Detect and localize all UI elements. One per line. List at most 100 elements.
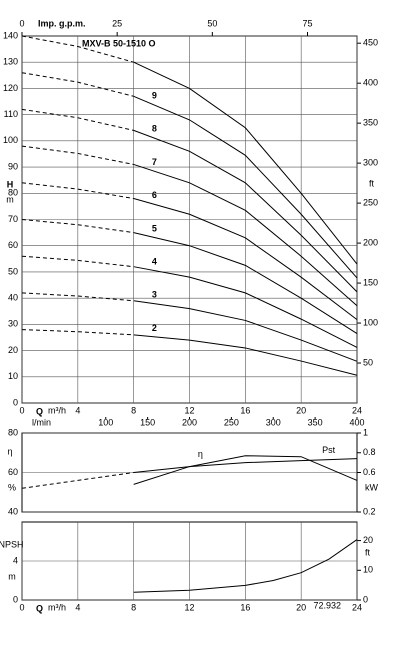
y2-axis-unit: ft (365, 547, 371, 557)
x-tick-label: 16 (240, 405, 250, 415)
series-label: 8 (152, 124, 157, 134)
series-label: 3 (152, 290, 157, 300)
y-tick-label: 0 (13, 594, 18, 604)
x-axis-label: Q (36, 406, 43, 416)
y-axis-label: NPSH (0, 539, 24, 549)
y2-tick-label: 0.2 (363, 506, 376, 516)
y-axis-unit: m (6, 194, 14, 204)
x3-tick-label: 350 (308, 417, 323, 427)
y2-tick-label: 20 (363, 535, 373, 545)
y-tick-label: 40 (8, 506, 18, 516)
y-tick-label: 120 (3, 83, 18, 93)
y2-tick-label: 250 (363, 197, 378, 207)
y-tick-label: 90 (8, 161, 18, 171)
x3-tick-label: 200 (182, 417, 197, 427)
series-line (133, 61, 358, 265)
y-tick-label: 60 (8, 240, 18, 250)
x-tick-label: 8 (131, 405, 136, 415)
series-line (21, 72, 134, 97)
x3-tick-label: 150 (140, 417, 155, 427)
y-tick-label: 30 (8, 319, 18, 329)
y2-tick-label: 50 (363, 357, 373, 367)
series-line (133, 300, 358, 362)
x2-tick-label: 50 (207, 18, 217, 28)
series-line (21, 292, 134, 302)
series-line (21, 108, 134, 131)
x-tick-label: 4 (75, 405, 80, 415)
y2-axis-unit: ft (369, 178, 375, 188)
y-tick-label: 70 (8, 214, 18, 224)
series-line (21, 329, 134, 336)
series-line (133, 129, 358, 293)
y2-tick-label: 1 (363, 427, 368, 437)
y-axis-unit: m (8, 571, 16, 581)
x-axis-label: Q (36, 603, 43, 613)
y-tick-label: 20 (8, 345, 18, 355)
series-line (133, 95, 358, 279)
series-label: 5 (152, 223, 157, 233)
x2-tick-label: 25 (112, 18, 122, 28)
y-axis-label: η (7, 446, 12, 456)
y-tick-label: 10 (8, 371, 18, 381)
y2-axis-unit: kW (365, 482, 379, 492)
y2-tick-label: 0.6 (363, 467, 376, 477)
x2-axis-label: Imp. g.p.m. (38, 18, 86, 28)
series-label: Pst (322, 445, 336, 455)
y2-tick-label: 0 (363, 594, 368, 604)
series-label: 7 (152, 157, 157, 167)
x3-tick-label: 250 (224, 417, 239, 427)
x2-tick-label: 0 (19, 18, 24, 28)
y-tick-label: 130 (3, 57, 18, 67)
x-tick-label: 4 (75, 602, 80, 612)
series-line (21, 182, 134, 200)
series-line (21, 35, 134, 63)
series-label: 4 (152, 257, 157, 267)
x3-tick-label: 100 (98, 417, 113, 427)
x-tick-label: 12 (184, 602, 194, 612)
x3-tick-label: 400 (349, 417, 364, 427)
y-axis-label: H (7, 179, 14, 189)
x-tick-label: 24 (352, 602, 362, 612)
y2-tick-label: 350 (363, 118, 378, 128)
series-line (133, 458, 358, 473)
series-label: η (198, 449, 203, 459)
y-tick-label: 60 (8, 467, 18, 477)
series-line (21, 219, 134, 234)
y-tick-label: 110 (4, 109, 18, 119)
series-line (133, 539, 358, 593)
x-tick-label: 8 (131, 602, 136, 612)
series-line (133, 455, 358, 485)
x-tick-label: 12 (184, 405, 194, 415)
x-tick-label: 20 (296, 405, 306, 415)
x-tick-label: 16 (240, 602, 250, 612)
y-tick-label: 40 (8, 293, 18, 303)
y-tick-label: 80 (8, 427, 18, 437)
y-tick-label: 0 (13, 397, 18, 407)
x2-tick-label: 75 (303, 18, 313, 28)
series-label: 9 (152, 90, 157, 100)
y2-tick-label: 150 (363, 277, 378, 287)
x-axis-unit: m³/h (48, 405, 66, 415)
series-line (21, 255, 134, 268)
chart-title: MXV-B 50-1510 O (82, 38, 156, 48)
y-tick-label: 80 (8, 188, 18, 198)
x-tick-label: 20 (296, 602, 306, 612)
y2-tick-label: 200 (363, 237, 378, 247)
y-tick-label: 140 (3, 30, 18, 40)
series-line (133, 163, 358, 307)
y2-tick-label: 450 (363, 38, 378, 48)
y2-tick-label: 100 (363, 317, 378, 327)
x-axis-unit: m³/h (48, 602, 66, 612)
y2-tick-label: 400 (363, 78, 378, 88)
series-line (21, 145, 134, 165)
x3-axis-label: l/min (32, 417, 51, 427)
y-tick-label: 100 (3, 135, 18, 145)
footnote: 72.932 (313, 600, 341, 610)
series-line (133, 334, 358, 376)
y2-tick-label: 10 (363, 565, 373, 575)
x3-tick-label: 300 (266, 417, 281, 427)
y2-tick-label: 0.8 (363, 447, 376, 457)
x-tick-label: 0 (19, 405, 24, 415)
